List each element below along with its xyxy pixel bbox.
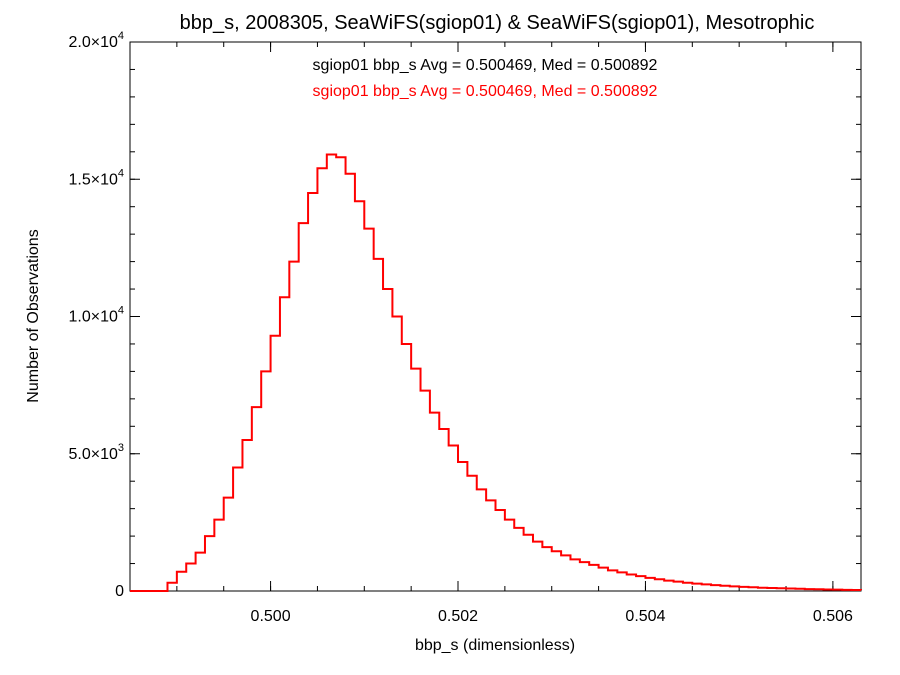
y-tick-exponent: 4 <box>118 30 124 42</box>
y-tick-exponent: 4 <box>118 167 124 179</box>
x-tick-label: 0.502 <box>438 608 478 625</box>
y-tick-mantissa: 2.0×10 <box>68 34 117 51</box>
y-tick-mantissa: 0 <box>115 583 124 600</box>
annotation-black: sgiop01 bbp_s Avg = 0.500469, Med = 0.50… <box>313 57 658 74</box>
x-tick-label: 0.506 <box>813 608 853 625</box>
x-tick-label: 0.500 <box>251 608 291 625</box>
x-tick-label: 0.504 <box>625 608 665 625</box>
annotation-red: sgiop01 bbp_s Avg = 0.500469, Med = 0.50… <box>313 83 658 100</box>
y-axis-label: Number of Observations <box>25 229 42 402</box>
histogram-series-line <box>130 153 862 592</box>
y-tick-exponent: 3 <box>118 442 124 454</box>
x-axis-label: bbp_s (dimensionless) <box>415 637 575 654</box>
y-tick-mantissa: 5.0×10 <box>68 446 117 463</box>
y-tick-label: 2.0×104 <box>68 30 124 51</box>
y-tick-label: 5.0×103 <box>68 442 124 463</box>
y-tick-mantissa: 1.5×10 <box>68 171 117 188</box>
y-tick-mantissa: 1.0×10 <box>68 309 117 326</box>
y-tick-label: 0 <box>115 583 124 600</box>
y-tick-exponent: 4 <box>118 305 124 317</box>
chart-title: bbp_s, 2008305, SeaWiFS(sgiop01) & SeaWi… <box>180 12 815 34</box>
x-axis: 0.500 0.502 0.504 0.506 <box>129 42 853 625</box>
y-tick-label: 1.0×104 <box>68 305 124 326</box>
y-tick-label: 1.5×104 <box>68 167 124 188</box>
